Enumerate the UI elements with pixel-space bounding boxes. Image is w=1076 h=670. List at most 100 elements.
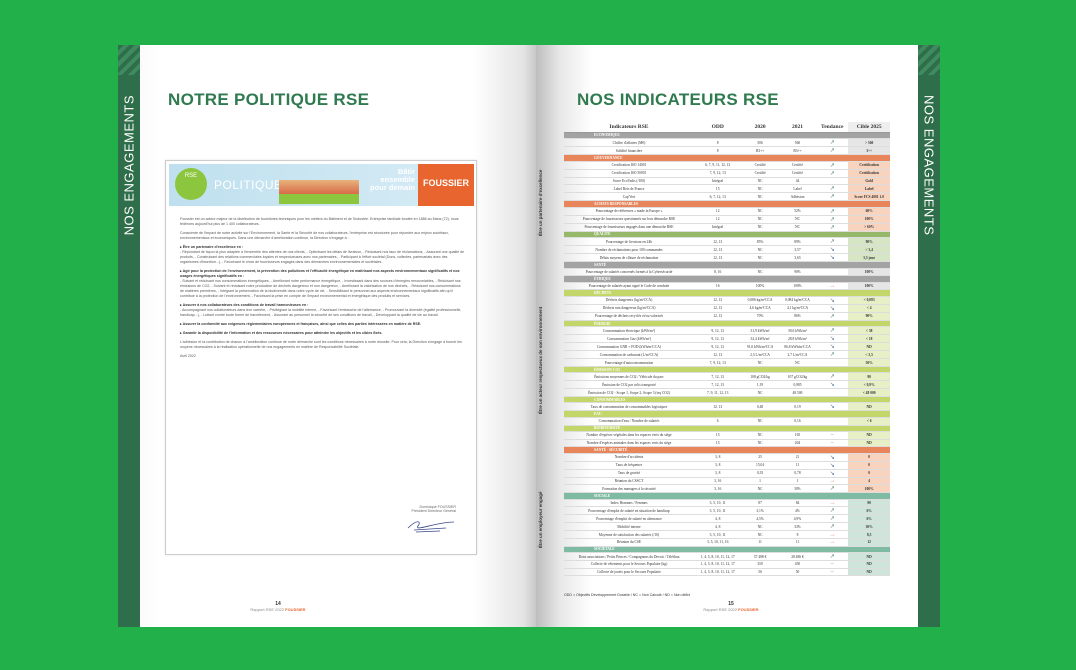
indicator-cell: Dons associations / Petits Princes / Com… <box>564 552 694 562</box>
value-2020-cell: NC <box>741 215 779 224</box>
value-2020-cell: 32,4 kWh/m² <box>741 334 779 344</box>
odd-cell: 12, 13 <box>694 304 742 313</box>
value-2020-cell: 31,9 kWh/m² <box>741 326 779 336</box>
value-2021-cell: 48 500 <box>778 388 817 397</box>
indicator-cell: Taux de fréquence <box>564 461 694 470</box>
section-row: BIODIVERSITÉ <box>564 425 890 433</box>
value-2020-cell: 0,086 kg/m²CCA <box>741 296 779 305</box>
legend-note: ODD = Objectifs Développement Durable / … <box>564 593 691 597</box>
target-cell: Score FCS 4001 1.0 <box>848 192 890 202</box>
value-2021-cell: 4,1 kg/m²CCA <box>778 304 817 313</box>
odd-cell: 7, 9, 11, 12, 13 <box>694 388 742 397</box>
value-2021-cell: 4% <box>778 506 817 516</box>
target-cell: 6% <box>848 514 890 524</box>
indicator-cell: Certification ISO 14001 <box>564 161 694 170</box>
value-2021-cell: NC <box>778 358 817 367</box>
value-2020-cell: NC <box>741 530 779 540</box>
table-row: Chiffre d'affaires (M€) 8 506 560 ↗ > 560 <box>564 138 890 147</box>
target-cell: Label <box>848 184 890 194</box>
value-2020-cell: 1 <box>741 477 779 486</box>
odd-cell: 8, 16 <box>694 268 742 277</box>
right-page: NOS ENGAGEMENTS NOS INDICATEURS RSE Être… <box>536 45 940 627</box>
footer-text: Rapport RSE 2022 <box>250 607 284 612</box>
indicator-cell: Certification ISO 50001 <box>564 169 694 178</box>
value-2021-cell: 44 <box>778 177 817 186</box>
policy-banner: RSE POLITIQUE RSE Bâtir ensemble pour de… <box>169 164 474 206</box>
decorative-pattern <box>118 45 140 75</box>
section-row: DÉCHETS <box>564 289 890 297</box>
indicator-cell: Mobilité interne <box>564 522 694 532</box>
target-cell: 50% <box>848 358 890 367</box>
trend-cell: ↘ <box>816 461 849 470</box>
value-2020-cell: 350 <box>741 560 779 569</box>
trend-cell: ↗ <box>816 192 849 202</box>
town-illustration <box>279 170 359 204</box>
value-2020-cell: 4,5% <box>741 514 779 524</box>
target-cell: 30% <box>848 522 890 532</box>
table-row: Score EcoVadis (/100) Intégral NC 44 Gold <box>564 177 890 186</box>
indicator-cell: Pourcentage de fournisseurs questionnés … <box>564 215 694 224</box>
target-cell: ND <box>848 342 890 352</box>
trend-cell: ↘ <box>816 453 849 462</box>
section-label: GOUVERNANCE <box>564 154 890 162</box>
section-row: SOCIÉTALE <box>564 546 890 554</box>
odd-cell: 3, 8 <box>694 461 742 470</box>
target-cell: < 38 <box>848 326 890 336</box>
target-cell: > 560 <box>848 138 890 147</box>
section-label: DÉCHETS <box>564 289 890 297</box>
table-row: Formation des managers à la sécurité 3, 1… <box>564 484 890 494</box>
trend-cell: – <box>816 431 849 440</box>
value-2020-cell: B3++ <box>741 146 779 155</box>
indicators-table: Indicateurs RSE ODD 2020 2021 Tendance Cible … <box>564 122 890 577</box>
odd-cell: 3, 5, 10, 11, 16 <box>694 538 742 547</box>
odd-cell: 12, 13 <box>694 245 742 255</box>
table-row: Collecte de jouets pour le Secours Popul… <box>564 568 890 577</box>
section-heading: ▸ Assurer à nos collaborateurs des condi… <box>180 303 309 307</box>
indicator-cell: Taux de consommation de consommables log… <box>564 402 694 412</box>
target-cell: < 3,4 <box>848 245 890 255</box>
odd-cell: 12, 13 <box>694 253 742 263</box>
trend-cell <box>816 268 849 277</box>
value-2021-cell: 28 486 € <box>778 552 817 562</box>
indicator-cell: Chiffre d'affaires (M€) <box>564 138 694 147</box>
value-2021-cell: 0,084 kg/m²CCA <box>778 296 817 305</box>
value-2020-cell: 0,35 <box>741 469 779 478</box>
value-2020-cell: NC <box>741 192 779 202</box>
section-row: CONSOMMABLES <box>564 396 890 404</box>
value-2021-cell: 84 <box>778 499 817 508</box>
paragraph: Consciente de l'impact de notre activité… <box>180 231 449 240</box>
trend-cell: ↗ <box>816 312 849 321</box>
value-2021-cell: 100% <box>778 282 817 291</box>
target-cell: 0 <box>848 453 890 462</box>
table-row: Dons associations / Petits Princes / Com… <box>564 552 890 562</box>
section-row: SANTÉ - SÉCURITÉ <box>564 446 890 454</box>
indicator-cell: Label Bois de France <box>564 184 694 194</box>
value-2020-cell: 25 <box>741 453 779 462</box>
trend-cell <box>816 358 849 367</box>
value-2021-cell: 11 <box>778 538 817 547</box>
value-2021-cell: 204 <box>778 439 817 448</box>
closing-paragraph: L'adhésion et la contribution de chacun … <box>180 340 462 349</box>
target-cell: Gold <box>848 177 890 186</box>
table-row: Pourcentage de salariés concernés formés… <box>564 268 890 277</box>
value-2021-cell: B3++ <box>778 146 817 155</box>
signature-icon <box>407 521 455 533</box>
indicator-cell: Pourcentage de déchets recyclés et/ou va… <box>564 312 694 321</box>
table-row: Index Hommes / Femmes 3, 5, 10, 11 87 84 → 90 <box>564 499 890 508</box>
page-footer: 15 Rapport RSE 2022 FOUSSIER <box>701 601 761 612</box>
target-cell: 100% <box>848 268 890 277</box>
signature-block: Dominique FOUSSIER Président Directeur G… <box>406 505 456 534</box>
odd-cell: 6, 7, 12, 13 <box>694 192 742 202</box>
spine-strip: NOS ENGAGEMENTS <box>118 45 140 627</box>
trend-cell: ↗ <box>816 215 849 224</box>
indicator-cell: Collecte de vêtements pour le Secours Po… <box>564 560 694 569</box>
target-cell: 90 <box>848 372 890 382</box>
indicator-cell: Nombre d'espèces végétales dans les espa… <box>564 431 694 440</box>
table-row: Consommation d'eau / Nombre de salariés 6… <box>564 417 890 426</box>
value-2020-cell: 100% <box>741 282 779 291</box>
value-2021-cell: 3,65 <box>778 253 817 263</box>
value-2021-cell: 30% <box>778 484 817 494</box>
trend-cell: – <box>816 568 849 577</box>
value-2021-cell: 0,19 <box>778 402 817 412</box>
trend-cell: ↗ <box>816 522 849 532</box>
